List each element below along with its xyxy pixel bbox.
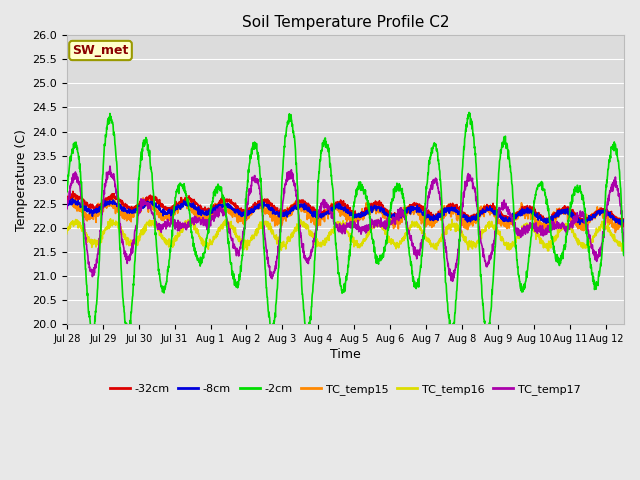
X-axis label: Time: Time xyxy=(330,348,360,361)
Text: SW_met: SW_met xyxy=(72,44,129,57)
Title: Soil Temperature Profile C2: Soil Temperature Profile C2 xyxy=(241,15,449,30)
Y-axis label: Temperature (C): Temperature (C) xyxy=(15,129,28,230)
Legend: -32cm, -8cm, -2cm, TC_temp15, TC_temp16, TC_temp17: -32cm, -8cm, -2cm, TC_temp15, TC_temp16,… xyxy=(106,379,585,399)
